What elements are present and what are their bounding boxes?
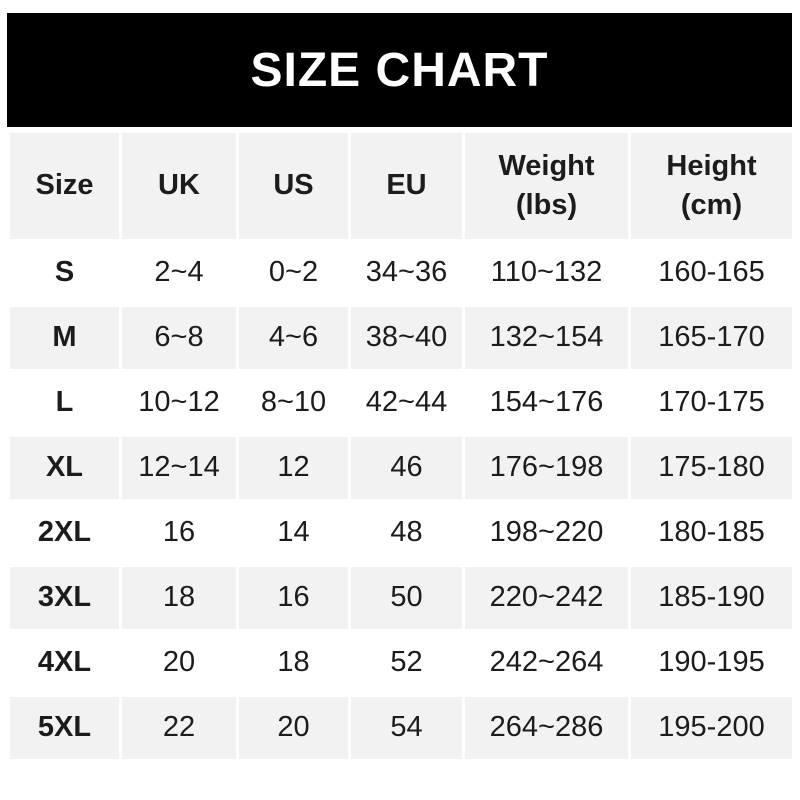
header-eu: EU [348,130,465,242]
cell-eu: 48 [348,499,465,567]
cell-size: S [7,239,122,307]
row-3xl: 3XL 18 16 50 220~242 185-190 [7,564,795,632]
header-weight: Weight (lbs) [462,130,631,242]
cell-size: L [7,369,122,437]
cell-height: 170-175 [628,369,795,437]
cell-size: XL [7,434,122,502]
cell-us: 8~10 [236,369,351,437]
cell-uk: 16 [119,499,239,567]
cell-weight: 220~242 [462,564,631,632]
cell-uk: 20 [119,629,239,697]
cell-eu: 46 [348,434,465,502]
header-row: Size UK US EU Weight (lbs) Height (cm) [7,130,795,242]
cell-us: 0~2 [236,239,351,307]
cell-weight: 198~220 [462,499,631,567]
cell-size: M [7,304,122,372]
cell-height: 175-180 [628,434,795,502]
cell-height: 180-185 [628,499,795,567]
cell-eu: 42~44 [348,369,465,437]
cell-size: 5XL [7,694,122,762]
cell-uk: 12~14 [119,434,239,502]
cell-uk: 18 [119,564,239,632]
page-title: SIZE CHART [250,43,549,97]
cell-eu: 54 [348,694,465,762]
cell-size: 3XL [7,564,122,632]
row-4xl: 4XL 20 18 52 242~264 190-195 [7,629,795,697]
row-2xl: 2XL 16 14 48 198~220 180-185 [7,499,795,567]
cell-height: 185-190 [628,564,795,632]
cell-height: 160-165 [628,239,795,307]
row-xl: XL 12~14 12 46 176~198 175-180 [7,434,795,502]
cell-uk: 2~4 [119,239,239,307]
cell-eu: 50 [348,564,465,632]
cell-us: 4~6 [236,304,351,372]
cell-uk: 6~8 [119,304,239,372]
title-banner: SIZE CHART [7,13,792,127]
row-l: L 10~12 8~10 42~44 154~176 170-175 [7,369,795,437]
header-uk: UK [119,130,239,242]
cell-weight: 264~286 [462,694,631,762]
header-us: US [236,130,351,242]
size-chart-table: Size UK US EU Weight (lbs) Height (cm) S… [7,130,795,762]
cell-weight: 242~264 [462,629,631,697]
cell-eu: 34~36 [348,239,465,307]
cell-size: 2XL [7,499,122,567]
cell-size: 4XL [7,629,122,697]
cell-height: 195-200 [628,694,795,762]
header-size: Size [7,130,122,242]
cell-eu: 52 [348,629,465,697]
row-5xl: 5XL 22 20 54 264~286 195-200 [7,694,795,762]
cell-weight: 176~198 [462,434,631,502]
cell-us: 12 [236,434,351,502]
cell-us: 14 [236,499,351,567]
cell-uk: 10~12 [119,369,239,437]
row-s: S 2~4 0~2 34~36 110~132 160-165 [7,239,795,307]
cell-weight: 132~154 [462,304,631,372]
cell-uk: 22 [119,694,239,762]
cell-weight: 154~176 [462,369,631,437]
header-height: Height (cm) [628,130,795,242]
cell-height: 190-195 [628,629,795,697]
row-m: M 6~8 4~6 38~40 132~154 165-170 [7,304,795,372]
cell-weight: 110~132 [462,239,631,307]
cell-us: 20 [236,694,351,762]
cell-us: 18 [236,629,351,697]
cell-us: 16 [236,564,351,632]
cell-eu: 38~40 [348,304,465,372]
cell-height: 165-170 [628,304,795,372]
